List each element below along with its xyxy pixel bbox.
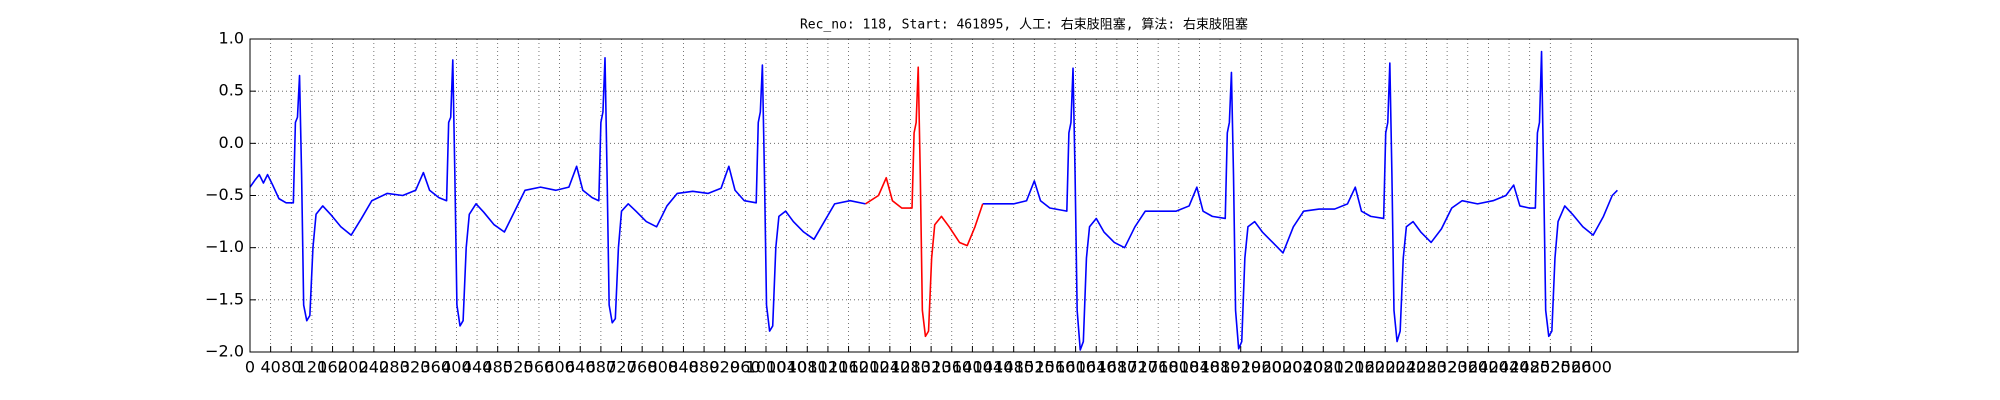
x-tick-label: 1160	[828, 358, 869, 377]
x-tick-label: 800	[648, 358, 679, 377]
x-tick-label: 2080	[1303, 358, 1344, 377]
x-tick-label: 1440	[973, 358, 1014, 377]
x-tick-label: 960	[730, 358, 761, 377]
x-tick-label: 2280	[1406, 358, 1447, 377]
x-tick-label: 600	[544, 358, 575, 377]
x-tick-label: 1560	[1035, 358, 1076, 377]
x-tick-label: 760	[627, 358, 658, 377]
x-tick-label: 320	[400, 358, 431, 377]
x-tick-label: 720	[606, 358, 637, 377]
x-tick-label: 1920	[1220, 358, 1261, 377]
x-tick-label: 1280	[890, 358, 931, 377]
plot-frame	[249, 38, 1799, 353]
x-tick-label: 2440	[1489, 358, 1530, 377]
x-tick-label: 2400	[1468, 358, 1509, 377]
y-tick-label: 0.5	[219, 81, 244, 100]
x-tick-label: 1400	[952, 358, 993, 377]
x-tick-label: 2520	[1530, 358, 1571, 377]
x-tick-label: 2000	[1262, 358, 1303, 377]
x-tick-label: 1960	[1241, 358, 1282, 377]
x-tick-label: 1080	[787, 358, 828, 377]
x-tick-label: 360	[420, 358, 451, 377]
x-tick-label: 80	[281, 358, 301, 377]
x-tick-label: 1600	[1055, 358, 1096, 377]
y-tick-label: 1.0	[219, 29, 244, 48]
y-tick-label: −2.0	[205, 342, 244, 361]
x-tick-label: 560	[524, 358, 555, 377]
x-tick-label: 1200	[849, 358, 890, 377]
x-tick-label: 200	[338, 358, 369, 377]
x-tick-label: 1120	[808, 358, 849, 377]
x-tick-label: 2360	[1447, 358, 1488, 377]
x-tick-label: 1880	[1200, 358, 1241, 377]
x-tick-label: 160	[317, 358, 348, 377]
x-tick-label: 2160	[1344, 358, 1385, 377]
x-tick-label: 880	[689, 358, 720, 377]
x-tick-label: 1520	[1014, 358, 1055, 377]
x-tick-label: 240	[359, 358, 390, 377]
x-tick-label: 40	[260, 358, 280, 377]
x-tick-label: 1000	[746, 358, 787, 377]
x-tick-label: 640	[565, 358, 596, 377]
x-tick-label: 480	[482, 358, 513, 377]
x-tick-label: 2480	[1509, 358, 1550, 377]
x-tick-label: 1240	[869, 358, 910, 377]
x-tick-label: 1320	[911, 358, 952, 377]
y-tick-label: −0.5	[205, 185, 244, 204]
x-tick-label: 2320	[1427, 358, 1468, 377]
x-tick-label: 680	[586, 358, 617, 377]
x-tick-label: 440	[462, 358, 493, 377]
x-tick-label: 2040	[1282, 358, 1323, 377]
chart-title: Rec_no: 118, Start: 461895, 人工: 右束肢阻塞, 算…	[800, 17, 1248, 33]
x-tick-label: 1480	[993, 358, 1034, 377]
x-tick-label: 1640	[1076, 358, 1117, 377]
x-tick-label: 520	[503, 358, 534, 377]
x-tick-label: 0	[245, 358, 255, 377]
x-tick-label: 1840	[1179, 358, 1220, 377]
x-tick-label: 2600	[1571, 358, 1612, 377]
x-tick-label: 1800	[1158, 358, 1199, 377]
x-tick-label: 400	[441, 358, 472, 377]
x-tick-label: 1360	[931, 358, 972, 377]
x-tick-label: 1680	[1097, 358, 1138, 377]
x-tick-label: 1720	[1117, 358, 1158, 377]
y-tick-label: −1.0	[205, 237, 244, 256]
x-tick-label: 280	[379, 358, 410, 377]
x-tick-label: 1040	[766, 358, 807, 377]
x-tick-label: 2560	[1551, 358, 1592, 377]
signal-line	[249, 50, 1618, 351]
x-tick-label: 2120	[1324, 358, 1365, 377]
x-tick-label: 2240	[1385, 358, 1426, 377]
x-tick-label: 1760	[1138, 358, 1179, 377]
x-tick-label: 920	[709, 358, 740, 377]
x-tick-label: 120	[297, 358, 328, 377]
x-tick-label: 2200	[1365, 358, 1406, 377]
y-tick-label: −1.5	[205, 289, 244, 308]
y-tick-label: 0.0	[219, 133, 244, 152]
signal-line	[865, 66, 984, 338]
x-tick-label: 840	[668, 358, 699, 377]
